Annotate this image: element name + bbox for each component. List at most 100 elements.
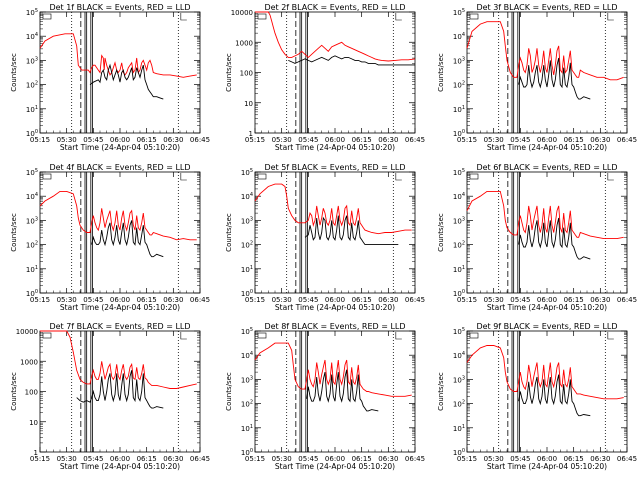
- corner-marker: [42, 332, 52, 339]
- x-tick-label: 05:30: [57, 296, 77, 304]
- x-tick-label: 05:45: [298, 455, 318, 463]
- x-tick-label: 06:00: [325, 455, 345, 463]
- y-tick-label: 101: [26, 105, 38, 114]
- plot-frame: [466, 330, 628, 453]
- x-tick-label: 05:30: [57, 455, 77, 463]
- x-tick-label: 06:30: [163, 296, 183, 304]
- chart-title: Det 4f BLACK = Events, RED = LLD: [49, 163, 190, 172]
- x-tick-label: 06:00: [325, 296, 345, 304]
- corner-marker: [42, 173, 52, 180]
- x-tick-label: 06:15: [352, 455, 372, 463]
- y-tick-label: 105: [453, 8, 465, 17]
- x-tick-label: 05:45: [510, 296, 530, 304]
- y-axis-label: Counts/sec: [437, 213, 445, 252]
- corner-marker: [257, 173, 267, 180]
- plot-frame: [39, 171, 201, 294]
- y-axis-label: Counts/sec: [10, 53, 18, 92]
- y-tick-label: 1: [34, 449, 38, 457]
- x-tick-label: 06:30: [378, 296, 398, 304]
- y-tick-label: 100: [25, 389, 38, 397]
- x-tick-label: 05:15: [457, 296, 477, 304]
- x-tick-label: 06:45: [405, 296, 425, 304]
- lld-series-line: [254, 342, 412, 397]
- corner-marker: [469, 332, 479, 339]
- x-axis-label: Start Time (24-Apr-04 05:10:20): [487, 303, 607, 312]
- corner-marker: [607, 173, 614, 181]
- x-tick-label: 06:45: [190, 136, 210, 144]
- lld-series-line: [466, 345, 624, 400]
- lld-series-line: [254, 183, 412, 235]
- x-axis-label: Start Time (24-Apr-04 05:10:20): [275, 303, 395, 312]
- chart-title: Det 7f BLACK = Events, RED = LLD: [49, 322, 190, 331]
- events-series-line: [288, 55, 415, 66]
- x-tick-label: 05:45: [83, 296, 103, 304]
- y-tick-label: 1000: [235, 39, 253, 47]
- x-tick-label: 06:45: [617, 296, 637, 304]
- x-tick-label: 05:45: [83, 455, 103, 463]
- chart-panel-5: 100 101 102 103 104 105 05:15 05:30 05:45 06:00 06…: [225, 163, 425, 312]
- x-tick-label: 06:15: [137, 136, 157, 144]
- x-tick-label: 06:15: [352, 136, 372, 144]
- x-tick-label: 06:45: [405, 136, 425, 144]
- x-tick-label: 05:45: [298, 296, 318, 304]
- x-tick-label: 06:30: [590, 296, 610, 304]
- y-tick-label: 100: [240, 70, 253, 78]
- x-tick-label: 06:00: [110, 136, 130, 144]
- y-tick-label: 105: [453, 168, 465, 177]
- y-tick-label: 104: [453, 32, 465, 41]
- chart-panel-3: 100 101 102 103 104 105 05:15 05:30 05:45 06:00 06…: [437, 3, 637, 152]
- x-axis-label: Start Time (24-Apr-04 05:10:20): [487, 462, 607, 471]
- x-tick-label: 06:00: [110, 455, 130, 463]
- chart-title: Det 9f BLACK = Events, RED = LLD: [476, 322, 617, 331]
- y-tick-label: 103: [453, 56, 465, 65]
- y-axis-label: Counts/sec: [437, 372, 445, 411]
- y-axis-label: Counts/sec: [10, 213, 18, 252]
- corner-marker: [180, 332, 187, 340]
- x-tick-label: 05:15: [245, 136, 265, 144]
- x-tick-label: 06:00: [110, 296, 130, 304]
- x-tick-label: 05:30: [484, 136, 504, 144]
- x-axis-label: Start Time (24-Apr-04 05:10:20): [275, 143, 395, 152]
- y-tick-label: 102: [241, 400, 253, 409]
- x-tick-label: 06:45: [190, 296, 210, 304]
- y-tick-label: 102: [26, 81, 38, 90]
- y-tick-label: 100: [453, 289, 465, 298]
- x-tick-label: 06:00: [537, 296, 557, 304]
- x-axis-label: Start Time (24-Apr-04 05:10:20): [60, 143, 180, 152]
- y-tick-label: 105: [26, 168, 38, 177]
- y-tick-label: 101: [26, 265, 38, 274]
- x-tick-label: 06:45: [617, 136, 637, 144]
- corner-marker: [257, 332, 267, 339]
- x-axis-label: Start Time (24-Apr-04 05:10:20): [60, 303, 180, 312]
- events-series-line: [306, 369, 379, 412]
- x-tick-label: 05:30: [272, 296, 292, 304]
- y-tick-label: 100: [26, 129, 38, 138]
- y-tick-label: 105: [453, 327, 465, 336]
- y-tick-label: 105: [26, 8, 38, 17]
- corner-marker: [607, 13, 614, 21]
- y-tick-label: 100: [26, 289, 38, 298]
- events-series-line: [518, 374, 591, 417]
- lld-series-line: [39, 33, 197, 78]
- x-tick-label: 05:45: [510, 136, 530, 144]
- x-tick-label: 05:45: [510, 455, 530, 463]
- y-tick-label: 101: [453, 265, 465, 274]
- events-series-line: [89, 63, 164, 100]
- x-tick-label: 06:15: [564, 296, 584, 304]
- corner-marker: [395, 13, 402, 21]
- y-tick-label: 100: [241, 289, 253, 298]
- y-axis-label: Counts/sec: [10, 372, 18, 411]
- chart-panel-2: 1 10 100 1000 10000 05:15 05:30 05:45 06:00 06:15…: [225, 3, 425, 152]
- plot-frame: [39, 11, 201, 134]
- corner-marker: [180, 13, 187, 21]
- corner-marker: [469, 173, 479, 180]
- lld-series-line: [40, 330, 197, 389]
- chart-panel-9: 100 101 102 103 104 105 05:15 05:30 05:45 06:00 06…: [437, 322, 637, 471]
- chart-title: Det 8f BLACK = Events, RED = LLD: [264, 322, 405, 331]
- plot-frame: [254, 11, 416, 134]
- x-tick-label: 05:45: [298, 136, 318, 144]
- x-tick-label: 06:00: [537, 136, 557, 144]
- x-tick-label: 05:30: [57, 136, 77, 144]
- x-tick-label: 06:15: [137, 455, 157, 463]
- x-tick-label: 06:45: [617, 455, 637, 463]
